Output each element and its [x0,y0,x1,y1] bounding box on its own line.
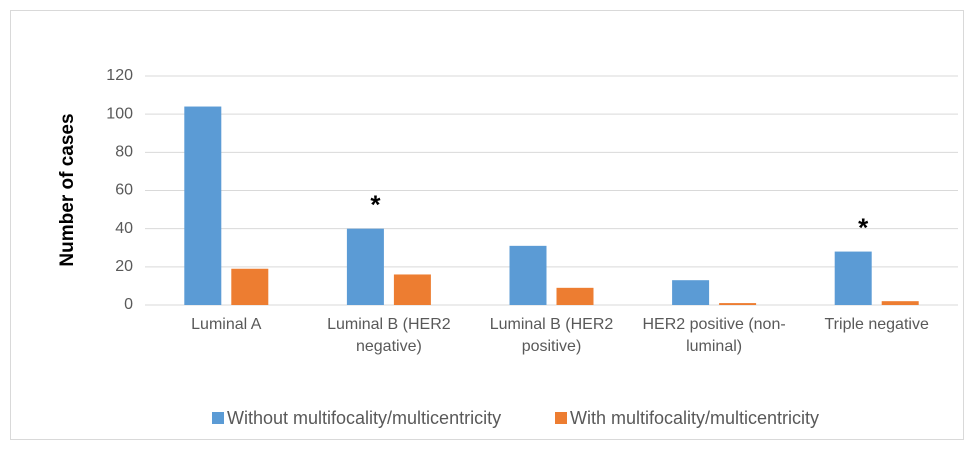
x-tick-label: HER2 positive (non-luminal) [642,316,786,355]
chart-border [10,10,964,440]
annotation: * [370,190,381,220]
x-tick-label: Triple negative [824,316,929,333]
legend-swatch [555,412,567,424]
y-tick-label: 100 [106,105,133,122]
bar [393,274,431,305]
y-tick-label: 80 [115,144,133,161]
y-axis-label: Number of cases [57,113,78,266]
bar [231,268,269,305]
y-tick-label: 60 [115,182,133,199]
x-tick-label: Luminal A [191,316,262,333]
x-tick-label: Luminal B (HER2 positive) [489,316,614,355]
legend-label: Without multifocality/multicentricity [227,408,501,428]
bar [509,245,547,305]
x-tick-label: Luminal B (HER2 negative) [327,316,451,355]
bar [556,287,594,305]
bar [672,280,710,305]
bar [881,301,919,305]
bar [834,251,872,305]
bar [719,303,757,305]
y-tick-label: 0 [124,296,133,313]
annotation: * [858,212,869,242]
legend-swatch [212,412,224,424]
y-tick-label: 40 [115,220,133,237]
bar [184,106,222,306]
bar [346,228,384,305]
y-tick-label: 120 [106,67,133,84]
legend-label: With multifocality/multicentricity [570,408,819,428]
y-tick-label: 20 [115,258,133,275]
